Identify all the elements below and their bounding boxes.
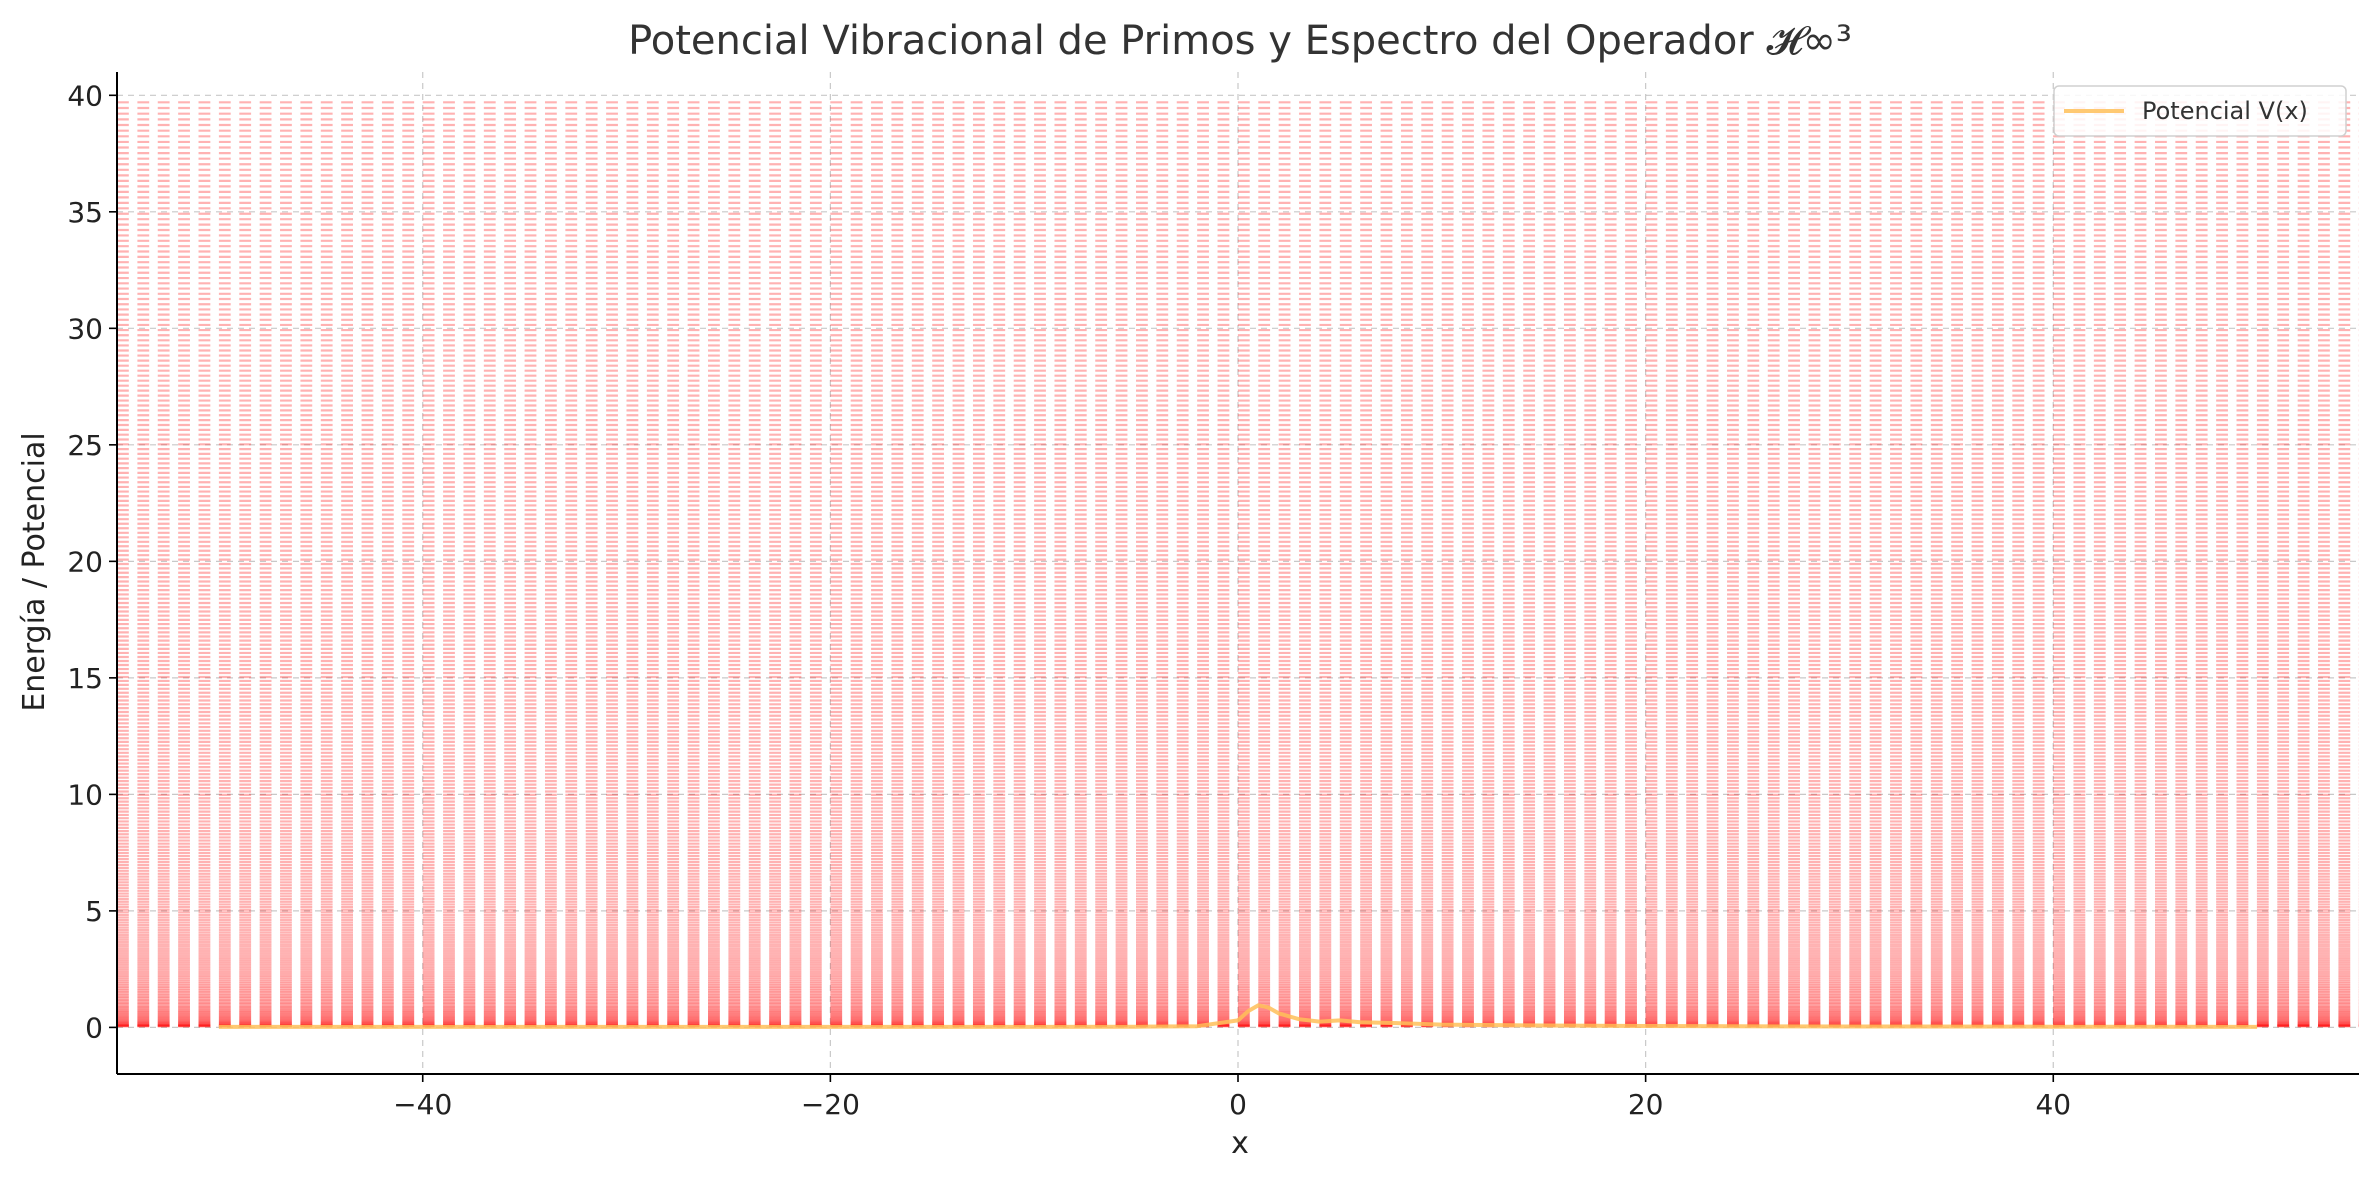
- y-tick-label-8: 40: [67, 79, 103, 112]
- spectrum-levels: [117, 101, 2359, 1028]
- series-layer: [218, 1003, 2258, 1029]
- y-tick-label-2: 10: [67, 778, 103, 811]
- y-tick-label-4: 20: [67, 545, 103, 578]
- y-axis-label: Energía / Potencial: [17, 432, 52, 711]
- legend-label-potential: Potencial V(x): [2142, 97, 2308, 125]
- x-tick-label-1: −20: [801, 1088, 860, 1121]
- y-tick-label-7: 35: [67, 196, 103, 229]
- grid: [117, 72, 2359, 1074]
- series-line-0: [218, 1003, 2258, 1029]
- ticks: −40 −20 0 20 40 0 5 10 15 20 25 30 35 40: [67, 79, 2071, 1121]
- x-tick-label-3: 20: [1628, 1088, 1664, 1121]
- legend: Potencial V(x): [2053, 85, 2347, 137]
- legend-box: [2053, 85, 2347, 137]
- y-tick-label-5: 25: [67, 429, 103, 462]
- y-tick-label-0: 0: [85, 1011, 103, 1044]
- y-tick-label-1: 5: [85, 895, 103, 928]
- y-tick-label-3: 15: [67, 662, 103, 695]
- y-tick-label-6: 30: [67, 312, 103, 345]
- x-tick-label-4: 40: [2035, 1088, 2071, 1121]
- x-tick-label-0: −40: [393, 1088, 452, 1121]
- x-tick-label-2: 0: [1229, 1088, 1247, 1121]
- x-axis-label: x: [1231, 1126, 1249, 1161]
- chart-title: Potencial Vibracional de Primos y Espect…: [628, 18, 1852, 64]
